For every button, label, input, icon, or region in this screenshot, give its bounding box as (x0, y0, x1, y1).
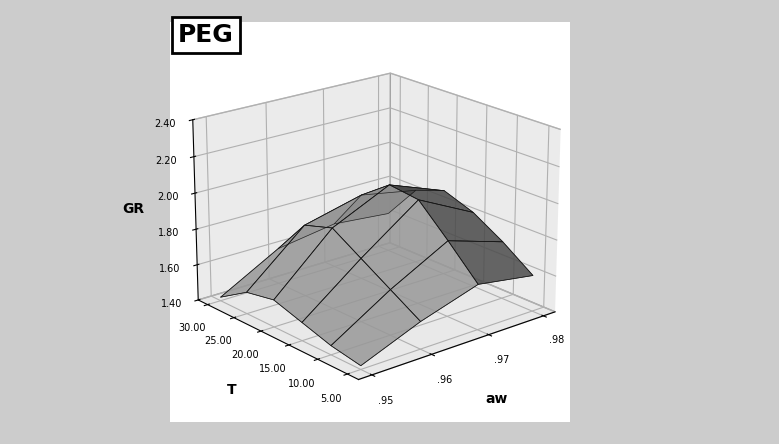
Y-axis label: T: T (227, 383, 237, 397)
Text: PEG: PEG (178, 23, 234, 47)
X-axis label: aw: aw (486, 392, 508, 406)
